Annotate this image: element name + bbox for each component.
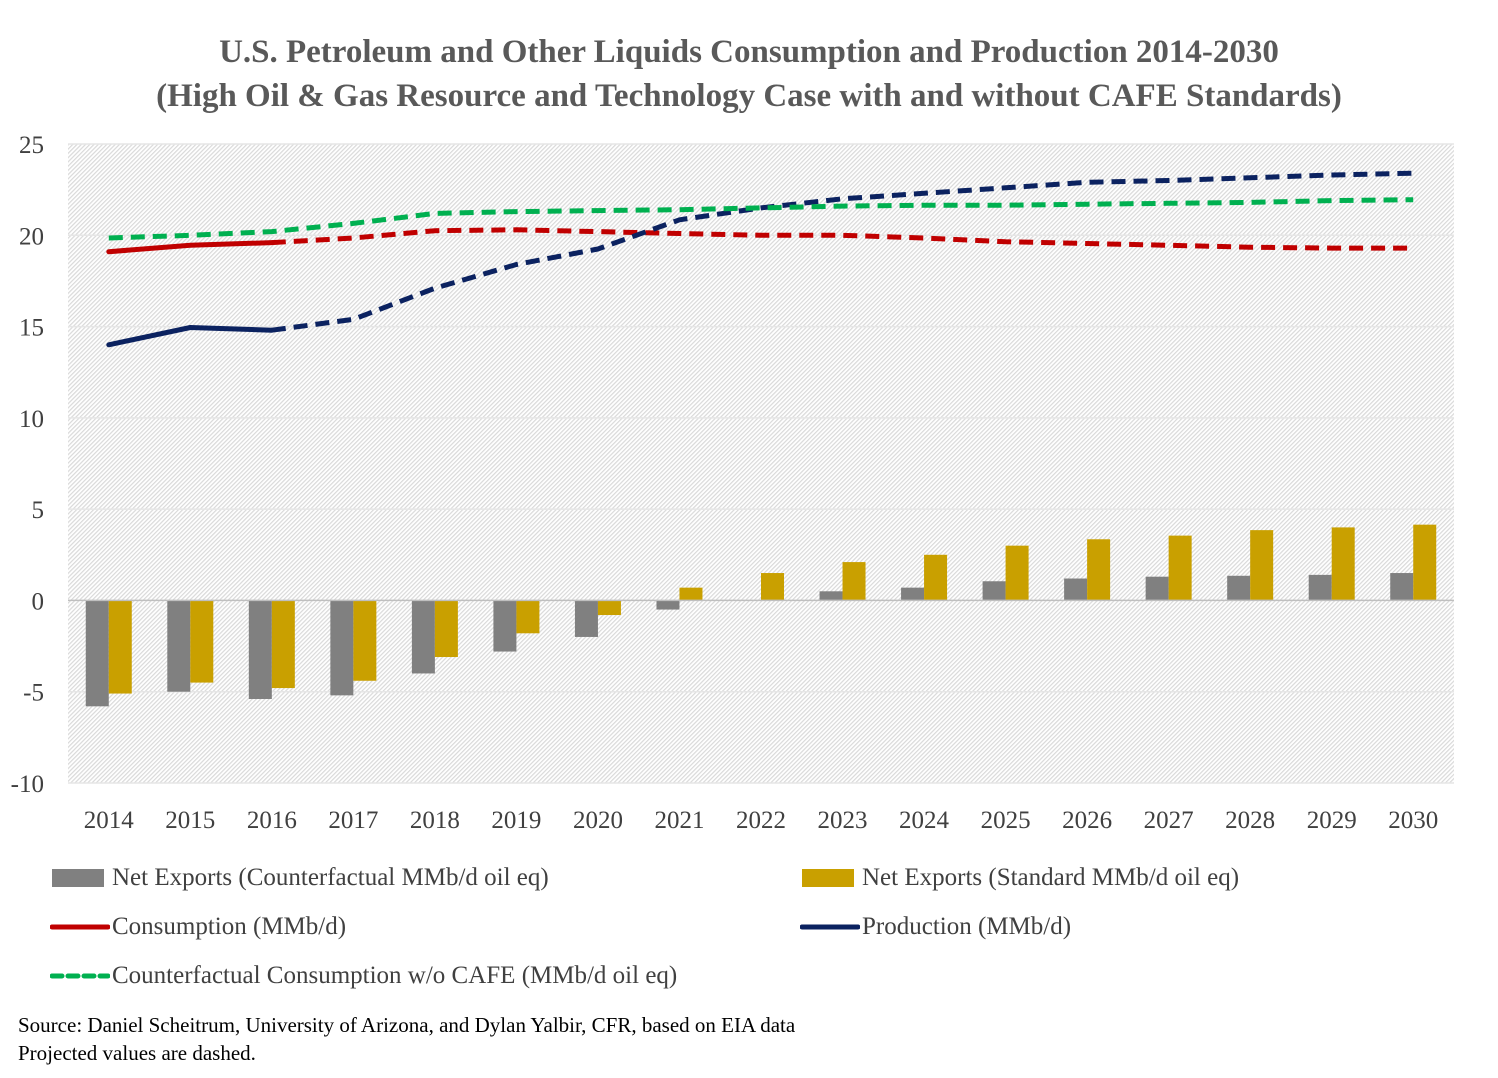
bar-standard-2020 (597, 600, 621, 616)
bar-standard-2028 (1250, 530, 1274, 601)
line-counterfactual-consumption-w-o-cafe-mmb-d-oil-eq (108, 197, 1414, 241)
bar-standard-2027 (1168, 535, 1192, 601)
bar-counterfactual-2014 (85, 600, 109, 707)
legend-item-net-exports-standard: Net Exports (Standard MMb/d oil eq) (802, 861, 1239, 895)
bar-counterfactual-2017 (330, 600, 354, 696)
x-tick-label-2030: 2030 (1388, 807, 1438, 834)
x-tick-label-2016: 2016 (247, 807, 297, 834)
x-tick-label-2023: 2023 (818, 807, 868, 834)
bar-counterfactual-2026 (1064, 578, 1088, 601)
x-tick-label-2022: 2022 (736, 807, 786, 834)
chart-title-line-1: U.S. Petroleum and Other Liquids Consump… (219, 34, 1279, 70)
x-tick-label-2019: 2019 (491, 807, 541, 834)
y-tick-label: 10 (19, 406, 44, 433)
bar-counterfactual-2021 (656, 600, 680, 610)
bar-standard-2030 (1413, 524, 1437, 601)
legend-label-production: Production (MMb/d) (862, 913, 1072, 940)
legend-swatch-red-line (50, 924, 110, 930)
y-tick-label: -10 (11, 771, 44, 798)
x-tick-label-2017: 2017 (328, 807, 378, 834)
bar-standard-2024 (924, 554, 948, 601)
bar-counterfactual-2023 (819, 591, 843, 601)
plot-area-background (68, 144, 1454, 783)
bar-standard-2016 (271, 600, 295, 689)
x-tick-label-2029: 2029 (1307, 807, 1357, 834)
x-tick-label-2015: 2015 (165, 807, 215, 834)
x-tick-label-2028: 2028 (1225, 807, 1275, 834)
y-tick-label: 25 (19, 132, 44, 159)
projection-note: Projected values are dashed. (18, 1041, 256, 1065)
bar-counterfactual-2029 (1308, 574, 1332, 601)
y-tick-label: -5 (23, 680, 44, 707)
x-tick-label-2014: 2014 (84, 807, 135, 834)
source-note: Source: Daniel Scheitrum, University of … (18, 1013, 796, 1037)
line-consumption-mmb-d-actual (106, 240, 275, 255)
legend-item-counterfactual-consumption: Counterfactual Consumption w/o CAFE (MMb… (50, 959, 677, 993)
x-tick-label-2024: 2024 (899, 807, 950, 834)
y-tick-label: 20 (19, 223, 44, 250)
legend-label-net-exports-counterfactual: Net Exports (Counterfactual MMb/d oil eq… (112, 864, 549, 891)
bar-counterfactual-2025 (982, 581, 1006, 601)
bar-standard-2017 (353, 600, 377, 681)
bar-counterfactual-2024 (901, 587, 925, 601)
x-tick-label-2021: 2021 (654, 807, 704, 834)
legend-item-production: Production (MMb/d) (800, 910, 1071, 944)
legend-swatch-navy-line (800, 924, 860, 930)
legend-swatch-gray-bar (52, 869, 104, 887)
legend-item-consumption: Consumption (MMb/d) (50, 910, 346, 944)
bar-counterfactual-2018 (411, 600, 435, 674)
legend-swatch-gold-bar (802, 869, 854, 887)
x-tick-label-2026: 2026 (1062, 807, 1112, 834)
bar-standard-2014 (108, 600, 132, 694)
bar-standard-2026 (1087, 539, 1111, 601)
legend-swatch-green-dashed-line (50, 973, 110, 979)
bar-standard-2019 (516, 600, 540, 634)
bar-counterfactual-2027 (1145, 576, 1169, 601)
bar-counterfactual-2030 (1390, 573, 1414, 601)
y-tick-label: 15 (19, 315, 44, 342)
line-production-mmb-d-projected (271, 170, 1414, 333)
bar-standard-2018 (434, 600, 458, 658)
series-lines (106, 170, 1414, 348)
x-tick-label-2027: 2027 (1144, 807, 1194, 834)
bars (85, 524, 1437, 707)
y-tick-label: 0 (32, 588, 45, 615)
x-tick-label-2018: 2018 (410, 807, 460, 834)
bar-standard-2023 (842, 562, 866, 601)
legend-item-net-exports-counterfactual: Net Exports (Counterfactual MMb/d oil eq… (52, 861, 549, 895)
bar-standard-2025 (1005, 545, 1029, 601)
x-tick-label-2020: 2020 (573, 807, 623, 834)
bar-standard-2021 (679, 587, 703, 601)
line-production-mmb-d-actual (106, 325, 275, 348)
line-consumption-mmb-d-projected (271, 227, 1414, 251)
bar-standard-2029 (1331, 527, 1355, 601)
x-axis-tick-labels: 2014 2015 2016 2017 2018 2019 2020 2021 2022 2023… (84, 807, 1438, 834)
legend-label-consumption: Consumption (MMb/d) (112, 913, 347, 940)
chart-title-line-2: (High Oil & Gas Resource and Technology … (156, 78, 1342, 114)
bar-standard-2022 (761, 573, 784, 601)
bar-counterfactual-2020 (574, 600, 598, 637)
bar-counterfactual-2028 (1227, 575, 1251, 601)
legend-label-net-exports-standard: Net Exports (Standard MMb/d oil eq) (862, 864, 1240, 891)
y-axis-tick-labels: -10 -5 0 5 10 15 20 25 (11, 132, 44, 798)
legend-label-counterfactual-consumption: Counterfactual Consumption w/o CAFE (MMb… (112, 962, 678, 989)
bar-standard-2015 (190, 600, 214, 683)
y-tick-label: 5 (32, 497, 45, 524)
chart-title: U.S. Petroleum and Other Liquids Consump… (0, 30, 1498, 118)
bar-counterfactual-2016 (248, 600, 272, 700)
bar-counterfactual-2015 (167, 600, 191, 692)
x-tick-label-2025: 2025 (981, 807, 1031, 834)
bar-counterfactual-2019 (493, 600, 517, 652)
